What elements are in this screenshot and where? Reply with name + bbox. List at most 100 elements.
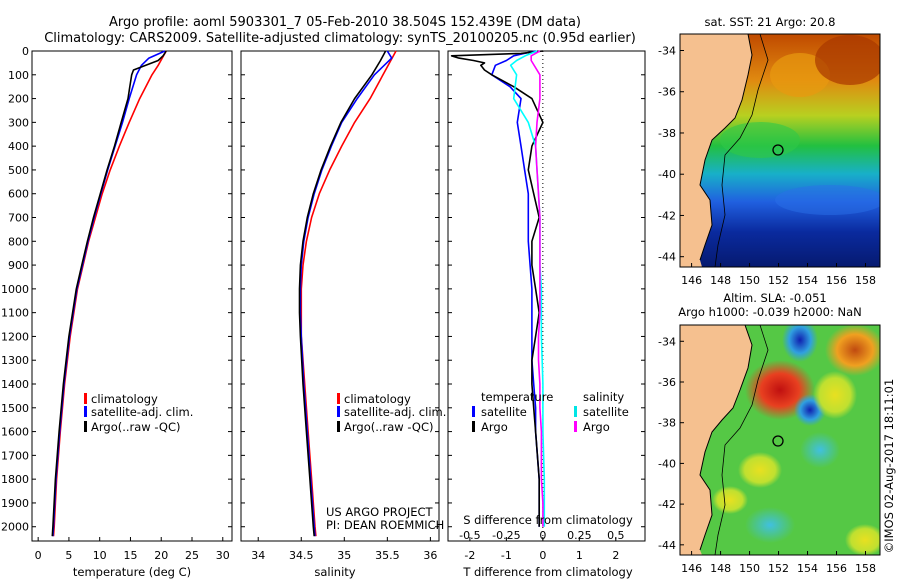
lon-tick-label: 156 <box>826 562 847 575</box>
depth-tick-label: 900 <box>8 259 29 272</box>
legend-temperature-header: temperature <box>481 390 553 404</box>
temperature-xlabel: temperature (deg C) <box>73 565 191 579</box>
difference-panel <box>447 50 646 542</box>
legend-s-argo: Argo <box>583 420 610 434</box>
s-tick-label: 0.25 <box>567 529 592 542</box>
legend-swatch-s-argo <box>574 421 577 432</box>
depth-tick-label: 300 <box>8 116 29 129</box>
legend-climatology: climatology <box>91 392 158 406</box>
lat-tick-label: -42 <box>658 209 676 222</box>
legend-swatch-t-argo <box>472 421 475 432</box>
coastline <box>699 325 753 551</box>
lon-tick-label: 150 <box>739 562 760 575</box>
legend-salinity-header: salinity <box>583 390 624 404</box>
series-argo-raw-qc <box>298 50 387 537</box>
legend-swatch-satellite <box>337 406 340 417</box>
legend-argo: Argo(..raw -QC) <box>91 420 181 434</box>
series-argo-raw-qc <box>51 50 167 537</box>
imos-credit: ©IMOS 02-Aug-2017 18:11:01 <box>882 379 896 554</box>
depth-tick-label: 1800 <box>1 473 29 486</box>
legend-satellite: satellite-adj. clim. <box>91 405 193 419</box>
sla-map-axes: 146 148 150 152 154 156 158 -34 -36 -38 -40 -42 -44 <box>658 335 876 575</box>
depth-tick-label: 1500 <box>1 402 29 415</box>
x-tick-label: 10 <box>93 549 107 562</box>
lon-tick-label: 156 <box>826 274 847 287</box>
depth-tick-label: 1700 <box>1 449 29 462</box>
header-line-2: Climatology: CARS2009. Satellite-adjuste… <box>44 31 636 46</box>
x-tick-label: 25 <box>185 549 199 562</box>
legend-swatch-argo <box>337 421 340 432</box>
lat-tick-label: -42 <box>658 498 676 511</box>
s-tick-label: 0.5 <box>607 529 625 542</box>
x-tick-label: 2 <box>612 549 619 562</box>
depth-tick-label: 500 <box>8 164 29 177</box>
temperature-axis: 0100200300400500600700800900100011001200… <box>1 45 232 562</box>
lon-tick-label: 146 <box>681 562 702 575</box>
argo-position-marker <box>772 144 784 156</box>
depth-tick-label: 1100 <box>1 307 29 320</box>
depth-tick-label: 0 <box>22 45 29 58</box>
depth-tick-label: 600 <box>8 188 29 201</box>
lon-tick-label: 148 <box>710 562 731 575</box>
salinity-panel <box>240 50 440 542</box>
project-credit: US ARGO PROJECT <box>326 505 434 519</box>
temperature-series <box>51 50 167 537</box>
legend-swatch-climatology <box>84 393 87 404</box>
temperature-legend: climatology satellite-adj. clim. Argo(..… <box>84 392 193 434</box>
lat-tick-label: -40 <box>658 168 676 181</box>
depth-tick-label: 1000 <box>1 283 29 296</box>
lat-tick-label: -44 <box>658 539 676 552</box>
isobath <box>714 34 769 267</box>
salinity-legend: climatology satellite-adj. clim. Argo(..… <box>337 392 446 434</box>
lon-tick-label: 158 <box>855 562 876 575</box>
lat-tick-label: -36 <box>658 86 676 99</box>
lon-tick-label: 154 <box>797 274 818 287</box>
legend-swatch-satellite <box>84 406 87 417</box>
sst-map-axes: 146 148 150 152 154 156 158 -34 -36 -38 -40 -42 -44 <box>658 44 876 287</box>
x-tick-label: 36 <box>423 549 437 562</box>
x-tick-label: 35.5 <box>375 549 400 562</box>
x-tick-label: 0 <box>539 549 546 562</box>
sla-map-title-2: Argo h1000: -0.039 h2000: NaN <box>678 305 862 319</box>
depth-tick-label: 1900 <box>1 497 29 510</box>
lat-tick-label: -38 <box>658 127 676 140</box>
isobath <box>714 325 769 555</box>
lon-tick-label: 150 <box>739 274 760 287</box>
lon-tick-label: 158 <box>855 274 876 287</box>
legend-t-satellite: satellite <box>481 405 527 419</box>
depth-tick-label: 700 <box>8 212 29 225</box>
x-tick-label: -1 <box>501 549 512 562</box>
lat-tick-label: -34 <box>658 44 676 57</box>
s-tick-label: -0.25 <box>492 529 520 542</box>
lat-tick-label: -34 <box>658 335 676 348</box>
series-climatology <box>300 50 397 537</box>
lat-tick-label: -38 <box>658 417 676 430</box>
sla-map-title-1: Altim. SLA: -0.051 <box>723 291 827 305</box>
lat-tick-label: -40 <box>658 457 676 470</box>
x-tick-label: -2 <box>464 549 475 562</box>
series-salinity-argo <box>530 50 544 527</box>
depth-tick-label: 800 <box>8 235 29 248</box>
legend-climatology: climatology <box>344 392 411 406</box>
lat-tick-label: -36 <box>658 376 676 389</box>
depth-tick-label: 1200 <box>1 330 29 343</box>
salinity-axis: 34 34.5 35 35.5 36 <box>241 50 439 562</box>
sst-map-title: sat. SST: 21 Argo: 20.8 <box>705 15 836 29</box>
difference-xlabel-bottom: T difference from climatology <box>462 565 633 579</box>
x-tick-label: 5 <box>65 549 72 562</box>
x-tick-label: 34 <box>251 549 265 562</box>
x-tick-label: 0 <box>35 549 42 562</box>
temperature-panel <box>31 50 233 542</box>
salinity-xlabel: salinity <box>314 565 355 579</box>
lon-tick-label: 154 <box>797 562 818 575</box>
depth-tick-label: 1600 <box>1 426 29 439</box>
legend-argo: Argo(..raw -QC) <box>344 420 434 434</box>
pi-credit: PI: DEAN ROEMMICH <box>326 518 444 532</box>
difference-series <box>450 50 546 527</box>
legend-swatch-argo <box>84 421 87 432</box>
depth-tick-label: 400 <box>8 140 29 153</box>
legend-swatch-t-satellite <box>472 406 475 417</box>
depth-tick-label: 200 <box>8 93 29 106</box>
